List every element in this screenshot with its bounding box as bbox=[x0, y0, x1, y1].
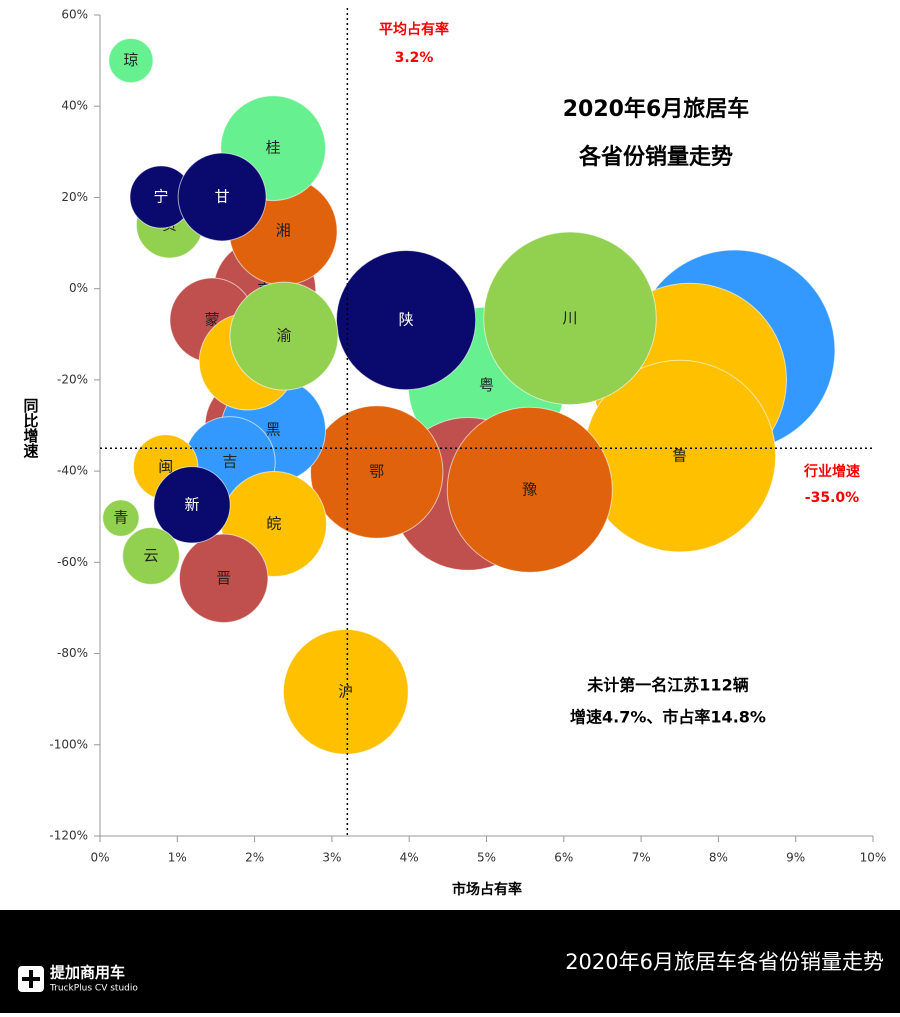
bubble-label: 青 bbox=[113, 509, 128, 527]
annotation: 3.2% bbox=[395, 50, 434, 66]
y-tick-label: 0% bbox=[69, 281, 88, 295]
footer bbox=[0, 910, 900, 1013]
x-tick-label: 0% bbox=[90, 851, 109, 865]
x-tick-label: 6% bbox=[554, 851, 573, 865]
bubble-label: 云 bbox=[144, 546, 159, 564]
annotation: -35.0% bbox=[805, 490, 859, 506]
brand-sub: TruckPlus CV studio bbox=[49, 984, 138, 994]
bubble-label: 吉 bbox=[222, 452, 237, 470]
y-axis-label: 同比增速 bbox=[22, 398, 40, 459]
x-tick-label: 9% bbox=[786, 851, 805, 865]
bubble-label: 蒙 bbox=[205, 311, 220, 329]
y-tick-label: -100% bbox=[49, 737, 88, 751]
y-tick-label: -80% bbox=[57, 646, 88, 660]
y-tick-label: -120% bbox=[49, 829, 88, 843]
bubble bbox=[153, 466, 231, 544]
x-tick-label: 5% bbox=[477, 851, 496, 865]
bubble bbox=[178, 533, 269, 624]
bubble-label: 豫 bbox=[522, 480, 537, 498]
y-tick-label: -40% bbox=[57, 464, 88, 478]
bubble bbox=[282, 628, 409, 755]
bubble bbox=[108, 37, 154, 84]
logo bbox=[18, 966, 44, 992]
bubble bbox=[229, 281, 339, 391]
y-tick-label: 40% bbox=[61, 99, 88, 113]
annotation: 行业增速 bbox=[803, 463, 860, 480]
bubble-label: 沪 bbox=[338, 682, 353, 700]
bubble bbox=[177, 152, 267, 242]
bubble-label: 湘 bbox=[276, 222, 291, 240]
bubble-label: 川 bbox=[562, 309, 577, 327]
bubble-label: 新 bbox=[184, 495, 199, 513]
bubble-label: 甘 bbox=[215, 187, 230, 205]
y-tick-label: -60% bbox=[57, 555, 88, 569]
annotation: 平均占有率 bbox=[379, 21, 449, 38]
chart-title: 2020年6月旅居车 bbox=[563, 96, 750, 122]
bubble-label: 黑 bbox=[266, 421, 281, 439]
x-tick-label: 8% bbox=[709, 851, 728, 865]
bubble-label: 琼 bbox=[123, 51, 138, 69]
footer-caption: 2020年6月旅居车各省份销量走势 bbox=[565, 950, 884, 974]
bubble-label: 桂 bbox=[266, 139, 281, 157]
bubble bbox=[122, 527, 180, 585]
bubble-label: 宁 bbox=[154, 187, 169, 205]
x-tick-label: 1% bbox=[168, 851, 187, 865]
note: 增速4.7%、市占率14.8% bbox=[570, 708, 766, 727]
brand: 提加商用车 bbox=[50, 964, 125, 982]
y-tick-label: -20% bbox=[57, 372, 88, 386]
bubble bbox=[335, 249, 477, 391]
x-tick-label: 4% bbox=[400, 851, 419, 865]
x-tick-label: 3% bbox=[322, 851, 341, 865]
x-axis-label: 市场占有率 bbox=[452, 881, 522, 898]
y-tick-label: 20% bbox=[61, 190, 88, 204]
x-tick-label: 10% bbox=[860, 851, 887, 865]
bubble bbox=[102, 499, 140, 537]
bubble-label: 晋 bbox=[216, 569, 231, 587]
bubble-label: 陕 bbox=[399, 311, 414, 329]
y-tick-label: 60% bbox=[61, 8, 88, 22]
bubble-label: 粤 bbox=[479, 376, 494, 394]
chart-title: 各省份销量走势 bbox=[578, 144, 733, 170]
bubble-label: 鄂 bbox=[369, 463, 384, 481]
bubble-label: 鲁 bbox=[672, 447, 687, 465]
x-tick-label: 2% bbox=[245, 851, 264, 865]
bubble bbox=[310, 405, 444, 539]
x-tick-label: 7% bbox=[632, 851, 651, 865]
bubble-label: 渝 bbox=[276, 327, 291, 345]
note: 未计第一名江苏112辆 bbox=[586, 676, 748, 695]
bubble-label: 闽 bbox=[158, 458, 173, 476]
bubble bbox=[483, 231, 657, 406]
bubble-label: 皖 bbox=[266, 515, 281, 533]
